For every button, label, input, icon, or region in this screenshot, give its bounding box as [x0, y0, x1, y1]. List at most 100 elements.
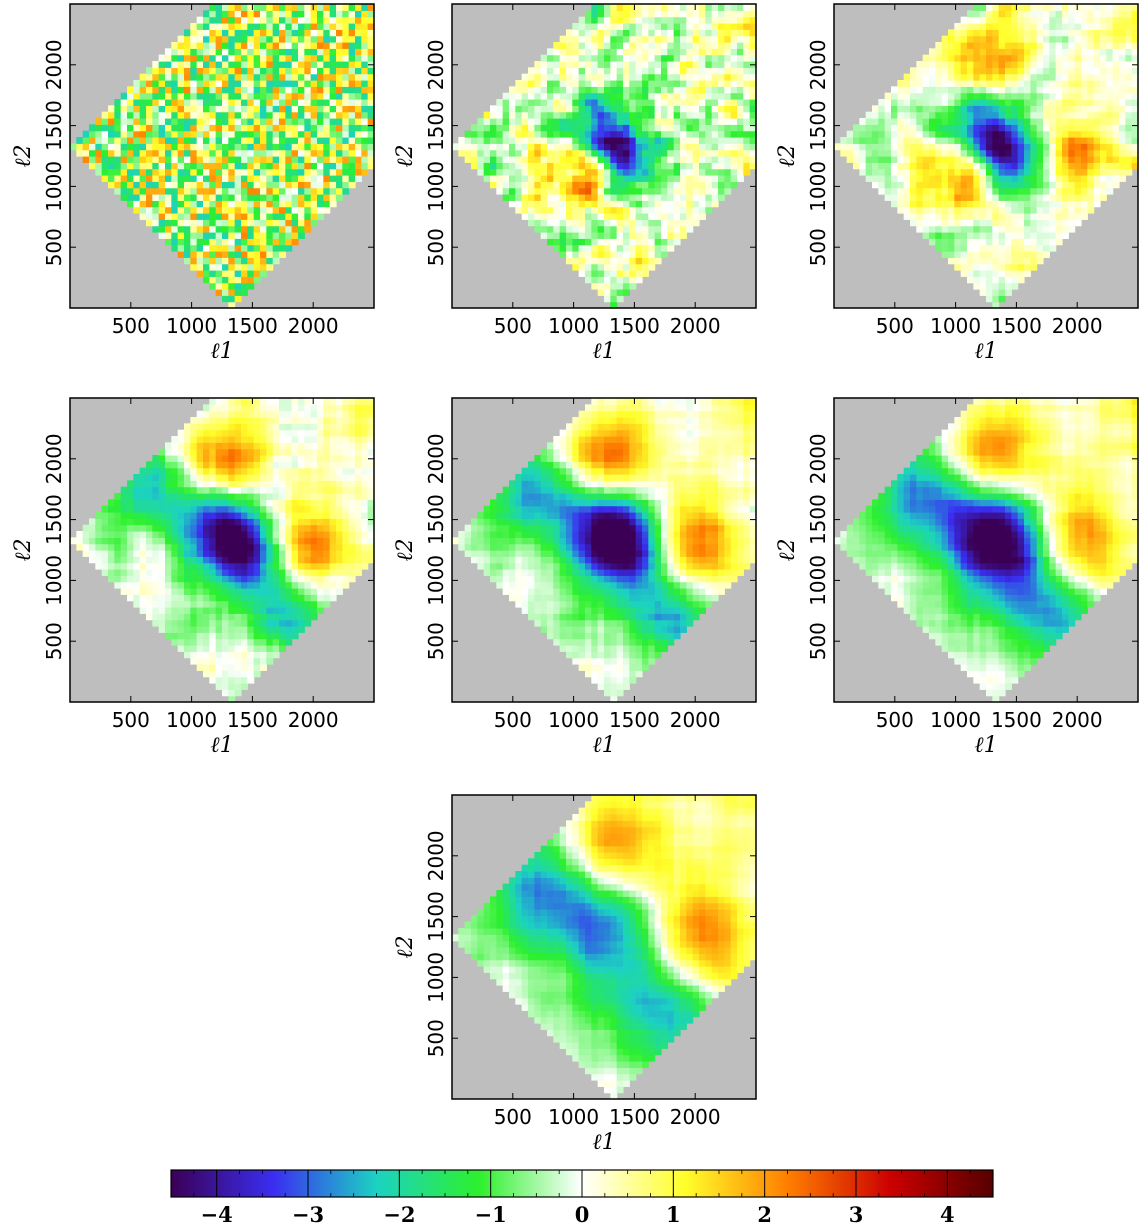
heatmap-cell — [76, 531, 84, 538]
heatmap-cell — [120, 575, 128, 583]
heatmap-cell — [566, 92, 573, 100]
heatmap-cell — [604, 194, 611, 201]
heatmap-cell — [234, 54, 242, 62]
heatmap-cell — [171, 67, 179, 75]
heatmap-cell — [743, 92, 751, 100]
heatmap-cell — [1043, 156, 1050, 163]
heatmap-cell — [897, 118, 905, 125]
heatmap-cell — [260, 10, 267, 18]
heatmap-cell — [1062, 149, 1069, 157]
heatmap-cell — [521, 92, 529, 100]
heatmap-cell — [743, 162, 751, 170]
heatmap-cell — [973, 92, 981, 100]
heatmap-cell — [215, 42, 223, 49]
heatmap-cell — [272, 86, 280, 94]
heatmap-cell — [158, 461, 166, 469]
heatmap-cell — [667, 137, 675, 144]
heatmap-cell — [992, 200, 1000, 208]
heatmap-cell — [285, 156, 293, 163]
heatmap-cell — [1112, 118, 1120, 125]
heatmap-cell — [1081, 99, 1088, 106]
heatmap-cell — [285, 54, 293, 62]
heatmap-cell — [184, 73, 191, 81]
heatmap-cell — [948, 168, 955, 176]
heatmap-cell — [1068, 130, 1076, 138]
heatmap-cell — [266, 42, 274, 49]
heatmap-cell — [152, 480, 160, 488]
heatmap-cell — [610, 130, 618, 138]
heatmap-cell — [948, 181, 955, 189]
heatmap-cell — [948, 213, 955, 220]
heatmap-cell — [878, 162, 886, 170]
heatmap-cell — [1087, 168, 1095, 176]
heatmap-cell — [165, 219, 172, 227]
heatmap-cell — [1011, 137, 1019, 144]
heatmap-cell — [1100, 23, 1107, 30]
heatmap-cell — [1049, 137, 1057, 144]
heatmap-cell — [355, 54, 362, 62]
heatmap-cell — [203, 232, 210, 239]
heatmap-cell — [209, 118, 217, 125]
heatmap-cell — [935, 124, 943, 132]
heatmap-cell — [859, 162, 867, 170]
heatmap-cell — [922, 99, 930, 106]
heatmap-cell — [730, 118, 738, 125]
heatmap-cell — [304, 219, 312, 227]
heatmap-cell — [591, 105, 599, 113]
heatmap-cell — [323, 61, 331, 68]
heatmap-cell — [260, 23, 267, 30]
heatmap-cell — [692, 118, 700, 125]
heatmap-cell — [948, 257, 955, 265]
heatmap-cell — [872, 168, 879, 176]
x-tick-label: 500 — [112, 314, 150, 338]
heatmap-cell — [642, 130, 649, 138]
heatmap-cell — [585, 276, 592, 284]
heatmap-cell — [171, 467, 179, 475]
heatmap-cell — [566, 137, 573, 144]
heatmap-cell — [222, 16, 229, 24]
heatmap-cell — [1125, 111, 1133, 119]
heatmap-cell — [960, 206, 968, 214]
heatmap-cell — [667, 200, 675, 208]
heatmap-cell — [935, 67, 943, 75]
heatmap-cell — [247, 35, 255, 43]
heatmap-cell — [139, 562, 147, 570]
heatmap-cell — [114, 175, 122, 182]
heatmap-cell — [228, 238, 236, 246]
heatmap-cell — [730, 73, 738, 81]
heatmap-cell — [986, 23, 993, 30]
heatmap-cell — [272, 225, 280, 233]
heatmap-cell — [884, 187, 892, 195]
heatmap-cell — [547, 130, 554, 138]
heatmap-cell — [749, 48, 757, 56]
heatmap-cell — [177, 543, 185, 551]
heatmap-cell — [184, 206, 191, 214]
heatmap-cell — [196, 474, 204, 481]
heatmap-cell — [954, 206, 962, 214]
heatmap-cell — [329, 118, 337, 125]
heatmap-cell — [897, 86, 905, 94]
heatmap-cell — [1100, 130, 1107, 138]
heatmap-cell — [342, 29, 350, 37]
heatmap-cell — [139, 474, 147, 481]
heatmap-cell — [724, 149, 732, 157]
heatmap-cell — [336, 54, 343, 62]
heatmap-cell — [158, 607, 166, 614]
heatmap-cell — [234, 289, 242, 296]
heatmap-cell — [184, 537, 191, 545]
heatmap-cell — [171, 486, 179, 494]
heatmap-cell — [1093, 118, 1101, 125]
heatmap-cell — [228, 301, 236, 309]
heatmap-cell — [578, 232, 586, 239]
heatmap-cell — [667, 111, 675, 119]
heatmap-cell — [986, 86, 993, 94]
heatmap-cell — [171, 524, 179, 532]
heatmap-cell — [361, 54, 369, 62]
heatmap-cell — [101, 124, 109, 132]
heatmap-cell — [699, 67, 706, 75]
heatmap-cell — [547, 99, 554, 106]
heatmap-cell — [152, 111, 160, 119]
heatmap-cell — [1074, 187, 1082, 195]
heatmap-cell — [196, 493, 204, 500]
heatmap-cell — [1030, 194, 1038, 201]
